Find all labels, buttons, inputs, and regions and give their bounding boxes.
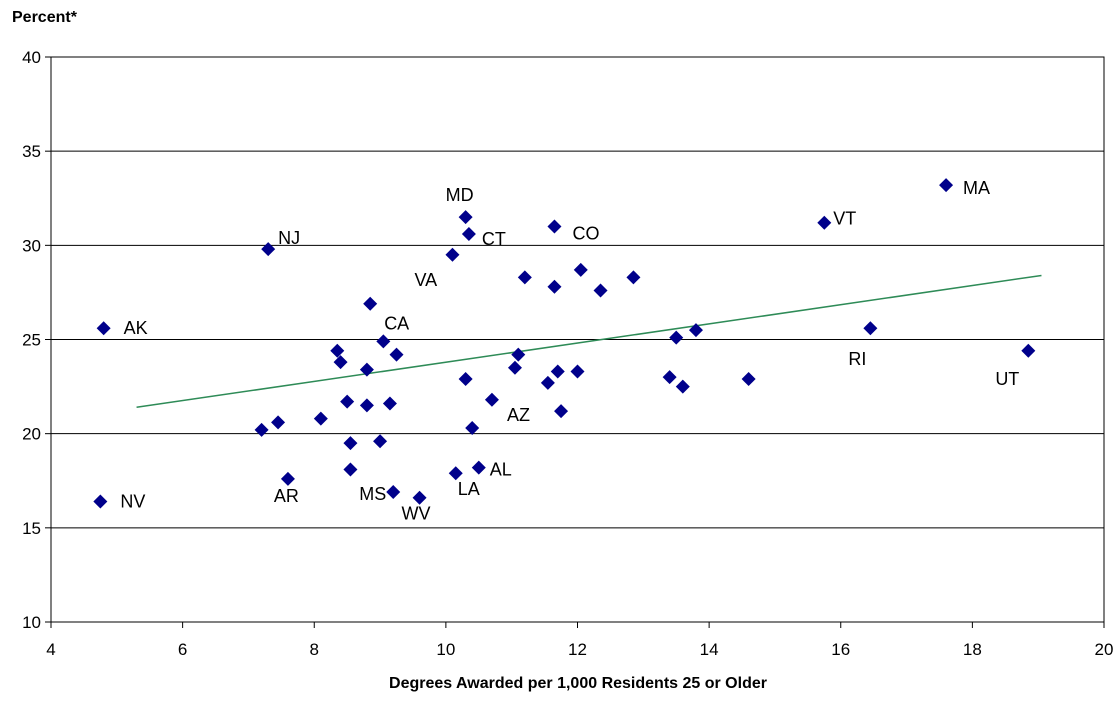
data-points	[93, 178, 1036, 509]
data-point	[359, 398, 374, 413]
point-label-nj: NJ	[278, 228, 300, 248]
data-point	[373, 434, 388, 449]
data-point	[550, 364, 565, 379]
y-tick-label: 30	[22, 236, 41, 255]
data-point	[96, 321, 111, 336]
data-point	[93, 494, 108, 509]
x-tick-label: 14	[700, 640, 719, 659]
data-point	[669, 330, 684, 345]
point-label-la: LA	[458, 479, 480, 499]
data-point	[863, 321, 878, 336]
point-label-ri: RI	[848, 349, 866, 369]
point-label-co: CO	[572, 224, 599, 244]
data-point	[445, 247, 460, 262]
data-point	[382, 396, 397, 411]
gridlines	[51, 150, 1104, 529]
y-axis-ticks: 10 15 20 25 30 35 40	[22, 48, 51, 632]
data-point	[573, 262, 588, 277]
x-tick-label: 8	[310, 640, 319, 659]
data-point	[343, 462, 358, 477]
data-point	[359, 362, 374, 377]
y-tick-label: 15	[22, 519, 41, 538]
data-point	[547, 219, 562, 234]
data-point	[554, 404, 569, 419]
data-point	[1021, 343, 1036, 358]
x-tick-label: 16	[831, 640, 850, 659]
data-point	[386, 485, 401, 500]
data-point	[412, 490, 427, 505]
data-point	[448, 466, 463, 481]
data-point	[593, 283, 608, 298]
data-point	[688, 323, 703, 338]
point-labels: AK NV NJ AR CA MS WV VA LA MD CT AL AZ CO VT RI MA UT	[120, 178, 1019, 524]
point-label-ms: MS	[359, 484, 386, 504]
data-point	[817, 215, 832, 230]
x-tick-label: 18	[963, 640, 982, 659]
data-point	[389, 347, 404, 362]
data-point	[507, 360, 522, 375]
point-label-wv: WV	[402, 504, 431, 524]
data-point	[465, 421, 480, 436]
point-label-nv: NV	[120, 491, 145, 511]
data-point	[333, 355, 348, 370]
data-point	[511, 347, 526, 362]
y-tick-label: 10	[22, 613, 41, 632]
data-point	[626, 270, 641, 285]
point-label-ma: MA	[963, 178, 990, 198]
data-point	[343, 436, 358, 451]
data-point	[313, 411, 328, 426]
data-point	[675, 379, 690, 394]
point-label-ct: CT	[482, 229, 506, 249]
data-point	[271, 415, 286, 430]
point-label-ut: UT	[995, 369, 1019, 389]
y-tick-label: 35	[22, 142, 41, 161]
data-point	[570, 364, 585, 379]
data-point	[458, 210, 473, 225]
point-label-ca: CA	[384, 314, 409, 334]
data-point	[363, 296, 378, 311]
data-point	[662, 370, 677, 385]
x-tick-label: 12	[568, 640, 587, 659]
y-tick-label: 25	[22, 331, 41, 350]
data-point	[254, 422, 269, 437]
x-axis-ticks: 4 6 8 10 12 14 16 18 20	[46, 622, 1113, 659]
point-label-ak: AK	[124, 318, 148, 338]
point-label-al: AL	[490, 460, 512, 480]
data-point	[471, 460, 486, 475]
x-tick-label: 6	[178, 640, 187, 659]
point-label-md: MD	[446, 185, 474, 205]
data-point	[376, 334, 391, 349]
data-point	[280, 471, 295, 486]
data-point	[484, 392, 499, 407]
data-point	[461, 227, 476, 242]
x-axis-title: Degrees Awarded per 1,000 Residents 25 o…	[389, 675, 767, 692]
trendline	[136, 274, 1042, 409]
x-tick-label: 10	[436, 640, 455, 659]
data-point	[939, 178, 954, 193]
data-point	[340, 394, 355, 409]
data-point	[547, 279, 562, 294]
data-point	[261, 242, 276, 257]
y-axis-title: Percent*	[12, 9, 78, 26]
data-point	[540, 375, 555, 390]
x-tick-label: 4	[46, 640, 55, 659]
point-label-ar: AR	[274, 486, 299, 506]
point-label-va: VA	[414, 270, 437, 290]
x-tick-label: 20	[1095, 640, 1114, 659]
point-label-vt: VT	[833, 209, 856, 229]
point-label-az: AZ	[507, 405, 530, 425]
data-point	[458, 372, 473, 387]
data-point	[741, 372, 756, 387]
y-tick-label: 20	[22, 425, 41, 444]
y-tick-label: 40	[22, 48, 41, 67]
data-point	[517, 270, 532, 285]
data-point	[330, 343, 345, 358]
